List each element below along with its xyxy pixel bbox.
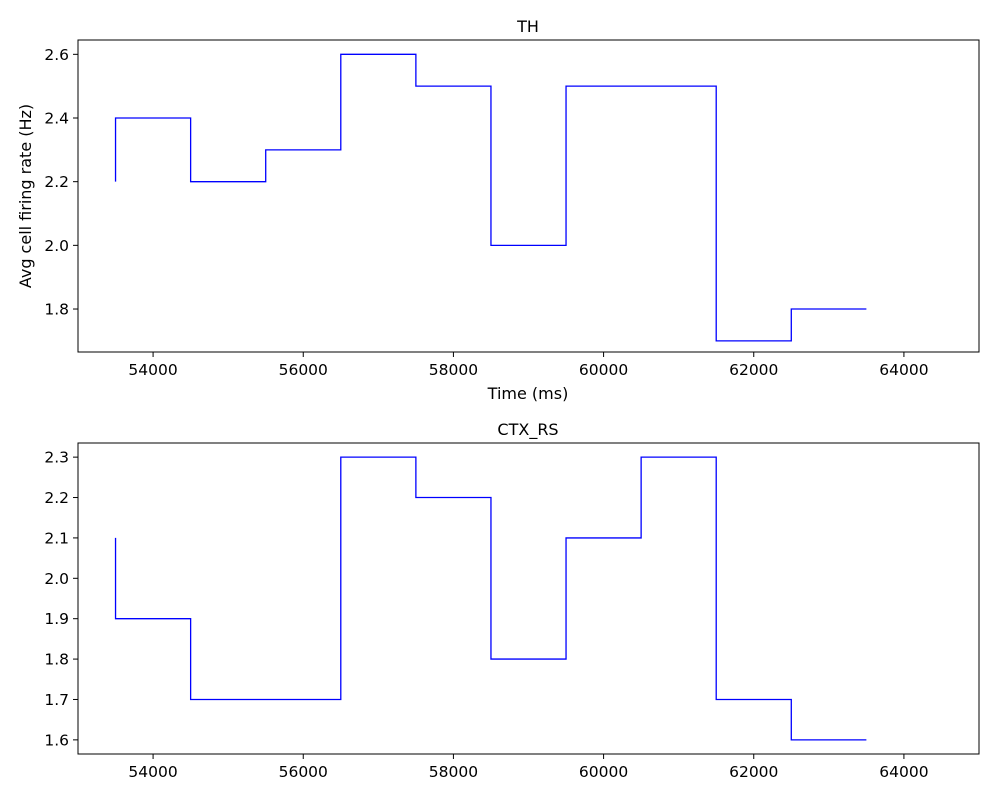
th-axes-frame: [77, 39, 980, 353]
ctx-rs-x-tick-label: 60000: [579, 763, 628, 781]
ctx-rs-y-tick-label: 2.3: [44, 449, 69, 467]
ctx-rs-x-tick-label: 56000: [279, 763, 328, 781]
ctx-rs-y-tick-label: 1.6: [44, 731, 69, 749]
ctx-rs-y-tick-label: 1.7: [44, 691, 69, 709]
ctx-rs-axes-frame: [77, 442, 980, 755]
th-x-tick-label: 64000: [879, 361, 928, 379]
ctx-rs-x-tick-label: 62000: [729, 763, 778, 781]
ctx-rs-ticks: 54000 56000 58000 60000 62000 64000 1.6 1.7 1.8 1…: [44, 449, 928, 781]
th-y-axis-label: Avg cell firing rate (Hz): [16, 104, 35, 288]
th-y-tick-label: 1.8: [44, 301, 69, 319]
th-x-tick-label: 54000: [128, 361, 177, 379]
th-y-tick-label: 2.4: [44, 110, 69, 128]
th-y-tick-label: 2.2: [44, 173, 69, 191]
th-series-line: [114, 53, 867, 342]
ctx-rs-y-tick-label: 2.0: [44, 570, 69, 588]
ctx-rs-y-tick-label: 2.1: [44, 529, 69, 547]
ctx-rs-series-line: [114, 456, 867, 741]
th-x-tick-label: 56000: [279, 361, 328, 379]
th-x-tick-label: 62000: [729, 361, 778, 379]
ctx-rs-subplot: CTX_RS 54000 56000 58000 60000 62000 64000 1.6…: [44, 420, 980, 781]
th-y-tick-label: 2.0: [44, 237, 69, 255]
th-y-tick-label: 2.6: [44, 46, 69, 64]
th-chart-title: TH: [516, 17, 539, 36]
ctx-rs-x-tick-label: 58000: [429, 763, 478, 781]
th-x-tick-label: 60000: [579, 361, 628, 379]
th-ticks: 54000 56000 58000 60000 62000 64000 1.8 2.0 2.2 2…: [44, 46, 928, 379]
ctx-rs-x-tick-label: 64000: [879, 763, 928, 781]
ctx-rs-y-tick-label: 2.2: [44, 489, 69, 507]
th-x-tick-label: 58000: [429, 361, 478, 379]
ctx-rs-x-tick-label: 54000: [128, 763, 177, 781]
ctx-rs-chart-title: CTX_RS: [497, 420, 558, 440]
ctx-rs-y-tick-label: 1.9: [44, 610, 69, 628]
th-subplot: TH Time (ms) Avg cell firing rate (Hz) 5…: [16, 17, 980, 403]
ctx-rs-y-tick-label: 1.8: [44, 651, 69, 669]
th-x-axis-label: Time (ms): [487, 384, 569, 403]
